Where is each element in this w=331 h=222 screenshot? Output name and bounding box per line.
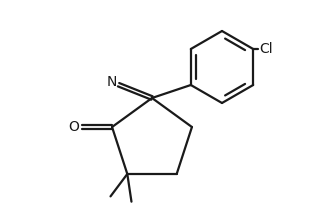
Text: N: N (107, 75, 117, 89)
Text: Cl: Cl (259, 42, 273, 56)
Text: O: O (69, 120, 79, 134)
